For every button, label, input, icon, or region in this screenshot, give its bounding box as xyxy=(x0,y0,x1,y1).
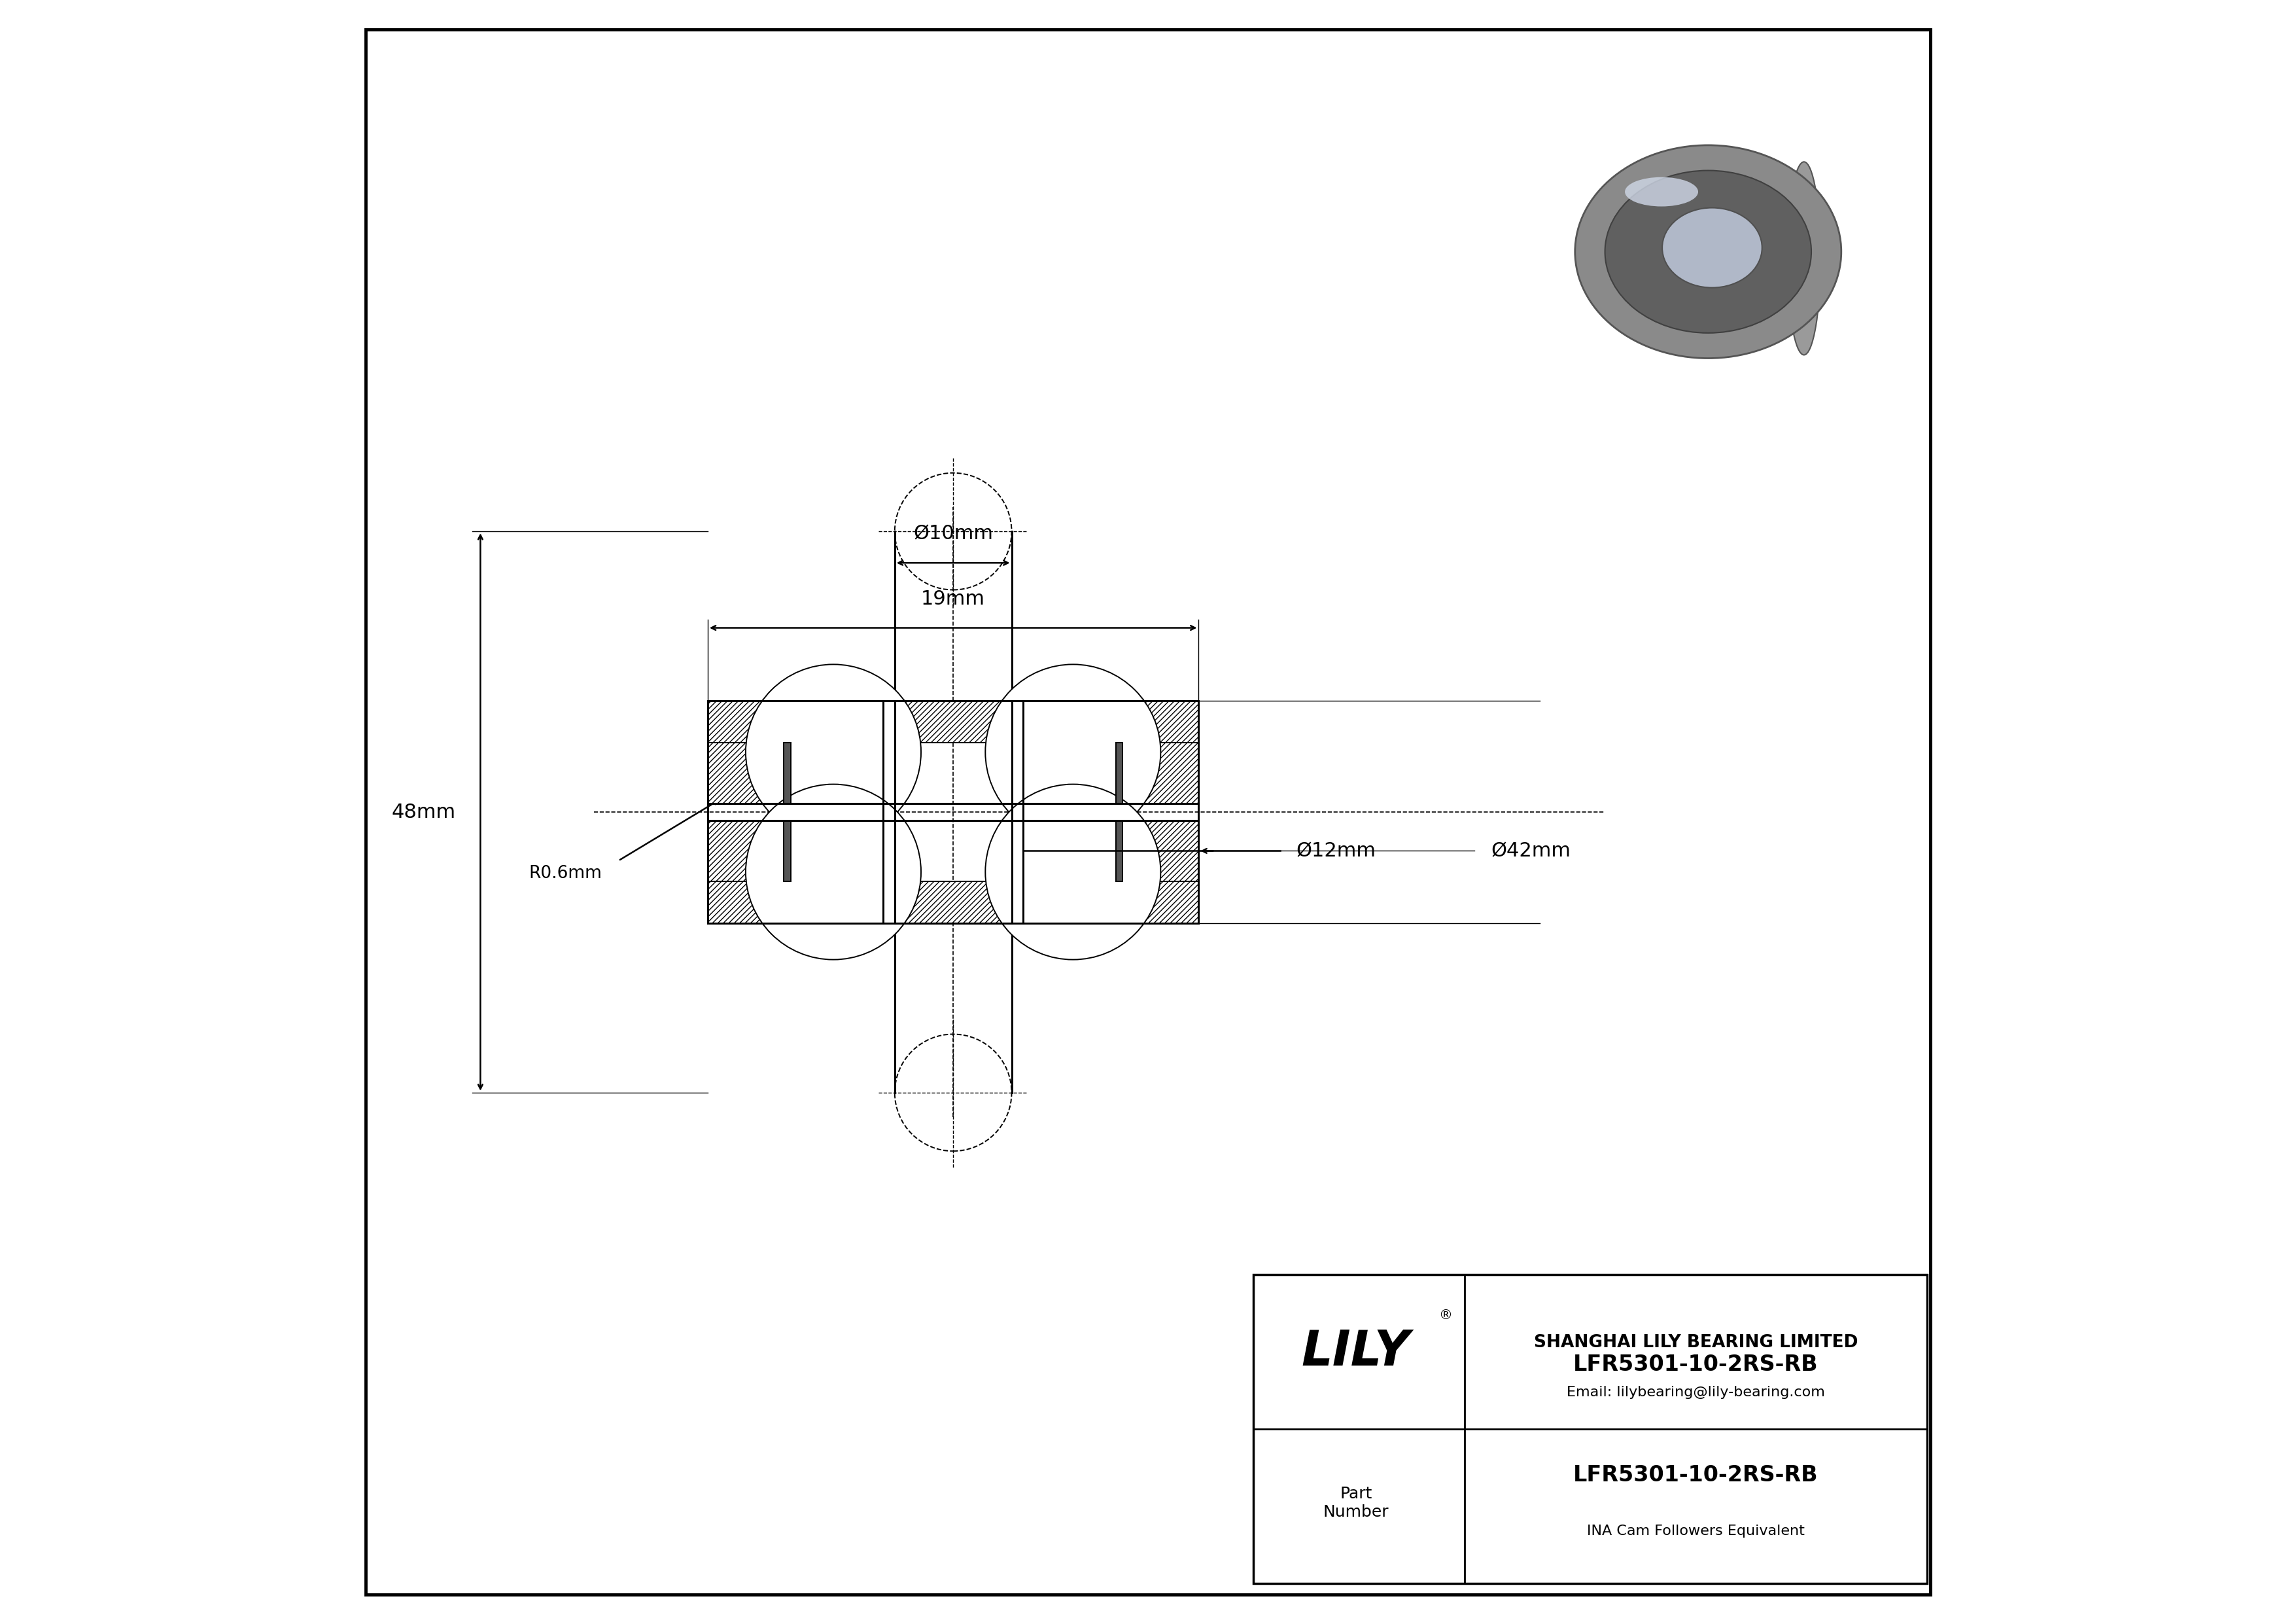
Bar xyxy=(1123,742,1199,804)
Ellipse shape xyxy=(1662,208,1761,287)
Bar xyxy=(707,882,1199,922)
Text: ®: ® xyxy=(1437,1309,1451,1322)
Text: 48mm: 48mm xyxy=(393,802,457,822)
Ellipse shape xyxy=(1786,162,1821,356)
Bar xyxy=(783,820,790,882)
Ellipse shape xyxy=(1605,171,1812,333)
Ellipse shape xyxy=(1626,177,1699,206)
Bar xyxy=(783,742,790,804)
Bar xyxy=(1123,820,1199,882)
Bar xyxy=(707,820,783,882)
Circle shape xyxy=(985,784,1162,960)
Bar xyxy=(884,742,900,804)
Text: Ø10mm: Ø10mm xyxy=(914,525,994,544)
Bar xyxy=(1013,742,1029,804)
Text: Ø12mm: Ø12mm xyxy=(1295,841,1375,861)
Circle shape xyxy=(746,784,921,960)
Text: LFR5301-10-2RS-RB: LFR5301-10-2RS-RB xyxy=(1573,1353,1818,1376)
Bar xyxy=(707,702,1199,922)
Bar xyxy=(707,702,1199,742)
Bar xyxy=(707,742,783,804)
Bar xyxy=(1013,820,1029,882)
Ellipse shape xyxy=(1575,145,1841,359)
Text: Email: lilybearing@lily-bearing.com: Email: lilybearing@lily-bearing.com xyxy=(1566,1385,1825,1398)
Circle shape xyxy=(746,664,921,840)
Bar xyxy=(1116,820,1123,882)
Bar xyxy=(1254,1275,1926,1583)
Text: 19mm: 19mm xyxy=(921,590,985,609)
Text: Part
Number: Part Number xyxy=(1322,1486,1389,1520)
Text: Ø42mm: Ø42mm xyxy=(1490,841,1570,861)
Text: R0.6mm: R0.6mm xyxy=(528,866,602,882)
Text: LFR5301-10-2RS-RB: LFR5301-10-2RS-RB xyxy=(1573,1465,1818,1486)
Circle shape xyxy=(985,664,1162,840)
Text: LILY: LILY xyxy=(1302,1328,1410,1376)
Bar xyxy=(884,820,900,882)
Bar xyxy=(895,702,1013,922)
Bar xyxy=(1116,742,1123,804)
Text: INA Cam Followers Equivalent: INA Cam Followers Equivalent xyxy=(1587,1525,1805,1538)
Text: SHANGHAI LILY BEARING LIMITED: SHANGHAI LILY BEARING LIMITED xyxy=(1534,1335,1857,1351)
